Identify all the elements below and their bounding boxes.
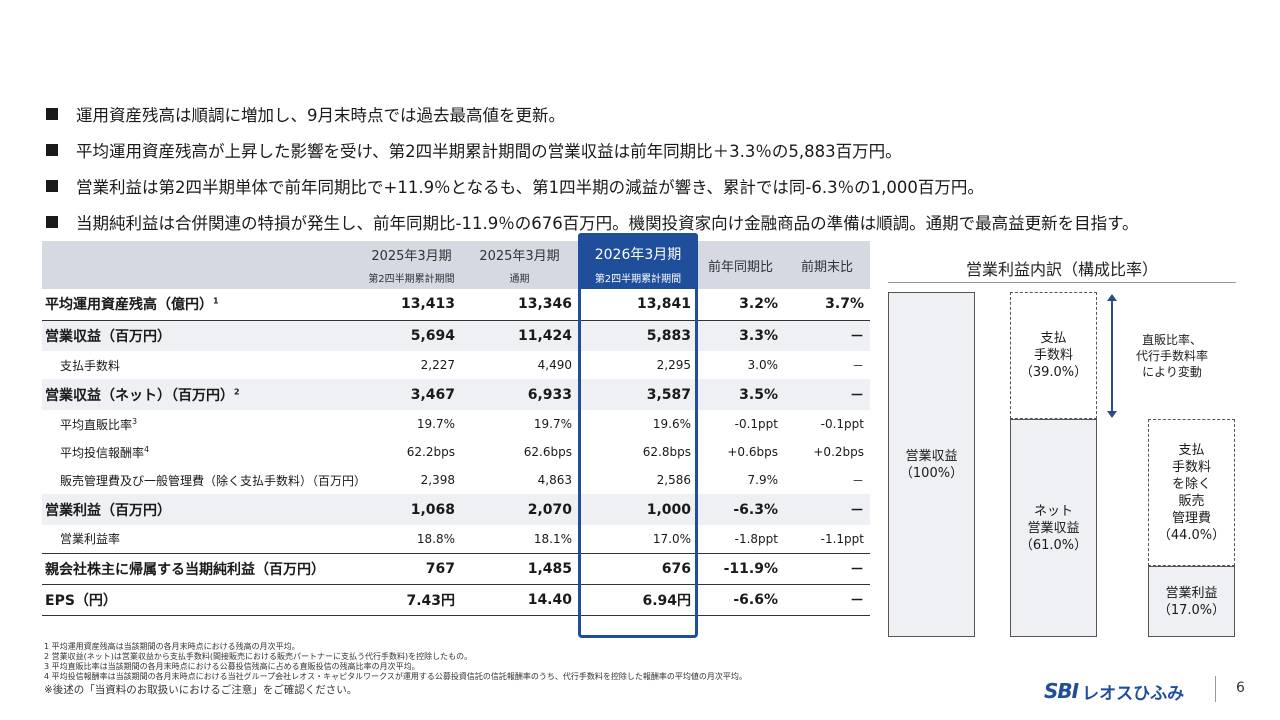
header-cell-yoy: 前年同期比: [697, 241, 784, 289]
table-row: 営業利益（百万円） 1,068 2,070 1,000 -6.3% －: [42, 494, 870, 525]
footnotes: 1 平均運用資産残高は当該期間の各月末時点における残高の月次平均。 2 営業収益…: [44, 642, 884, 697]
bullet-item: 当期純利益は合併関連の特損が発生し、前年同期比-11.9％の676百万円。機関投…: [46, 204, 1266, 240]
bullet-item: 営業利益は第2四半期単体で前年同期比で+11.9％となるも、第1四半期の減益が響…: [46, 168, 1266, 204]
company-logo: SBI レオスひふみ: [1044, 679, 1185, 704]
table-row: 平均直販比率3 19.7% 19.7% 19.6% -0.1ppt -0.1ppt: [60, 416, 864, 432]
operating-profit-box: 営業利益 （17.0%）: [1148, 566, 1235, 637]
summary-bullets: 運用資産残高は順調に増加し、9月末時点では過去最高値を更新。 平均運用資産残高が…: [46, 96, 1266, 240]
table-row: 営業収益（ネット）（百万円）2 3,467 6,933 3,587 3.5% －: [42, 379, 870, 410]
diagram-title: 営業利益内訳（構成比率）: [965, 260, 1158, 279]
table-row: 販売管理費及び一般管理費（除く支払手数料）（百万円） 2,398 4,863 2,5…: [60, 473, 864, 488]
footnote: 3 平均直販比率は当該期間の各月末時点における公募投信残高に占める直販投信の残高…: [44, 662, 420, 671]
table-header-row: 2025年3月期 第2四半期累計期間 2025年3月期 通期 前年同期比 前期末比: [42, 241, 870, 289]
table-row: 親会社株主に帰属する当期純利益（百万円） 767 1,485 676 -11.9% －: [42, 553, 870, 585]
financial-table: 2025年3月期 第2四半期累計期間 2025年3月期 通期 前年同期比 前期末比 …: [42, 241, 870, 616]
footnote: 2 営業収益(ネット)は営業収益から支払手数料(間接販売における販売パートナーに…: [44, 652, 473, 661]
disclaimer-note: ※後述の「当資料のお取扱いにおけるご注意」をご確認ください。: [44, 684, 358, 696]
page-divider: [1215, 676, 1216, 702]
table-row: EPS（円） 7.43円 14.40 6.94円 -6.6% －: [42, 584, 870, 616]
table-row: 営業収益（百万円） 5,694 11,424 5,883 3.3% －: [42, 320, 870, 351]
square-bullet-icon: [46, 144, 58, 156]
double-arrow-icon: [1107, 294, 1117, 418]
table-row: 営業利益率 18.8% 18.1% 17.0% -1.8ppt -1.1ppt: [42, 525, 870, 554]
header-cell-vs-prev-end: 前期末比: [784, 241, 870, 289]
header-cell-fy2025-full: 2025年3月期 通期: [461, 241, 578, 289]
table-row: 平均投信報酬率4 62.2bps 62.6bps 62.8bps +0.6bps +0.…: [60, 444, 864, 460]
net-revenue-box: ネット 営業収益 （61.0%）: [1010, 419, 1097, 637]
footnote: 1 平均運用資産残高は当該期間の各月末時点における残高の月次平均。: [44, 642, 300, 651]
highlight-column-header: 2026年3月期 第2四半期累計期間: [578, 233, 698, 289]
header-cell-fy2025-q2: 2025年3月期 第2四半期累計期間: [362, 241, 461, 289]
arrow-note: 直販比率、 代行手数料率 により変動: [1135, 333, 1208, 379]
sga-box: 支払 手数料 を除く 販売 管理費 （44.0%）: [1148, 419, 1235, 566]
bullet-item: 運用資産残高は順調に増加し、9月末時点では過去最高値を更新。: [46, 96, 1266, 132]
square-bullet-icon: [46, 180, 58, 192]
header-cell-blank: [42, 241, 362, 289]
diagram-title-underline: [888, 282, 1236, 283]
revenue-box: 営業収益 （100%）: [888, 292, 975, 637]
bullet-item: 平均運用資産残高が上昇した影響を受け、第2四半期累計期間の営業収益は前年同期比＋…: [46, 132, 1266, 168]
fee-box: 支払 手数料 （39.0%）: [1010, 292, 1097, 419]
square-bullet-icon: [46, 108, 58, 120]
footnote: 4 平均投信報酬率は当該期間の各月末時点における当社グループ会社レオス・キャピタ…: [44, 672, 747, 681]
table-row: 平均運用資産残高（億円）1 13,413 13,346 13,841 3.2% 3.7%: [42, 289, 870, 321]
square-bullet-icon: [46, 216, 58, 228]
table-row: 支払手数料 2,227 4,490 2,295 3.0% －: [60, 358, 864, 373]
page-number: 6: [1236, 680, 1245, 696]
